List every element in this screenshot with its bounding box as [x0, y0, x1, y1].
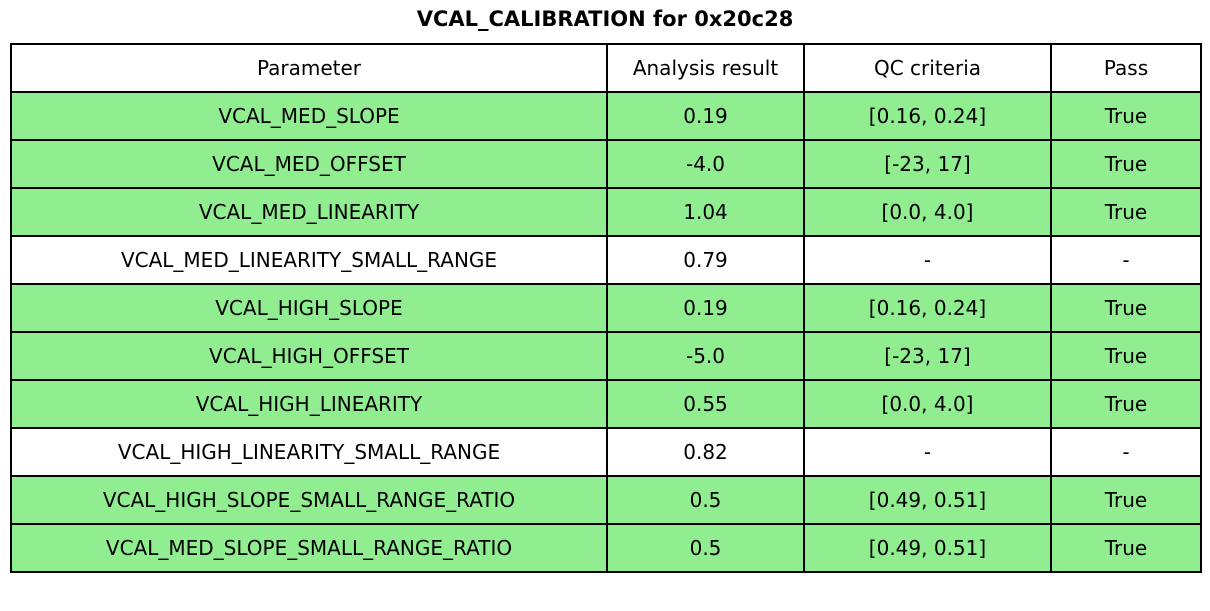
parameter-cell: VCAL_HIGH_SLOPE: [10, 283, 608, 333]
table-row: VCAL_MED_OFFSET -4.0 [-23, 17] True: [10, 139, 1202, 189]
pass-cell: -: [1050, 427, 1202, 477]
parameter-cell: VCAL_MED_SLOPE: [10, 91, 608, 141]
criteria-cell: [-23, 17]: [803, 139, 1052, 189]
pass-cell: True: [1050, 187, 1202, 237]
parameter-cell: VCAL_HIGH_LINEARITY_SMALL_RANGE: [10, 427, 608, 477]
parameter-cell: VCAL_MED_LINEARITY: [10, 187, 608, 237]
result-cell: 0.19: [606, 283, 805, 333]
pass-cell: -: [1050, 235, 1202, 285]
table-row: VCAL_HIGH_SLOPE_SMALL_RANGE_RATIO 0.5 [0.4…: [10, 475, 1202, 525]
criteria-cell: [0.49, 0.51]: [803, 475, 1052, 525]
criteria-cell: [0.0, 4.0]: [803, 187, 1052, 237]
result-cell: 0.5: [606, 523, 805, 573]
result-cell: 0.5: [606, 475, 805, 525]
parameter-cell: VCAL_HIGH_OFFSET: [10, 331, 608, 381]
parameter-cell: VCAL_HIGH_SLOPE_SMALL_RANGE_RATIO: [10, 475, 608, 525]
criteria-cell: [0.16, 0.24]: [803, 283, 1052, 333]
result-cell: 0.79: [606, 235, 805, 285]
parameter-cell: VCAL_MED_OFFSET: [10, 139, 608, 189]
table-row: VCAL_HIGH_LINEARITY 0.55 [0.0, 4.0] True: [10, 379, 1202, 429]
parameter-cell: VCAL_MED_LINEARITY_SMALL_RANGE: [10, 235, 608, 285]
criteria-cell: [0.49, 0.51]: [803, 523, 1052, 573]
criteria-cell: -: [803, 427, 1052, 477]
pass-cell: True: [1050, 91, 1202, 141]
pass-cell: True: [1050, 379, 1202, 429]
parameter-cell: VCAL_MED_SLOPE_SMALL_RANGE_RATIO: [10, 523, 608, 573]
page-title: VCAL_CALIBRATION for 0x20c28: [416, 7, 794, 31]
table-row: VCAL_MED_SLOPE_SMALL_RANGE_RATIO 0.5 [0.49…: [10, 523, 1202, 573]
criteria-cell: -: [803, 235, 1052, 285]
qc-table: Parameter Analysis result QC criteria Pa…: [10, 43, 1202, 573]
pass-cell: True: [1050, 139, 1202, 189]
result-cell: 0.82: [606, 427, 805, 477]
table-row: VCAL_HIGH_LINEARITY_SMALL_RANGE 0.82- -: [10, 427, 1202, 477]
result-cell: -4.0: [606, 139, 805, 189]
criteria-cell: [0.16, 0.24]: [803, 91, 1052, 141]
result-cell: 1.04: [606, 187, 805, 237]
pass-cell: True: [1050, 523, 1202, 573]
column-header-parameter: Parameter: [10, 43, 608, 93]
header-row: Parameter Analysis result QC criteria Pa…: [10, 43, 1202, 93]
qc-report-page: VCAL_CALIBRATION for 0x20c28 Parameter A…: [0, 7, 1210, 611]
result-cell: -5.0: [606, 331, 805, 381]
criteria-cell: [0.0, 4.0]: [803, 379, 1052, 429]
table-row: VCAL_MED_LINEARITY_SMALL_RANGE 0.79- -: [10, 235, 1202, 285]
result-cell: 0.55: [606, 379, 805, 429]
pass-cell: True: [1050, 475, 1202, 525]
qc-table-header: Parameter Analysis result QC criteria Pa…: [10, 43, 1202, 93]
parameter-cell: VCAL_HIGH_LINEARITY: [10, 379, 608, 429]
column-header-pass: Pass: [1050, 43, 1202, 93]
result-cell: 0.19: [606, 91, 805, 141]
table-row: VCAL_MED_LINEARITY 1.04 [0.0, 4.0] True: [10, 187, 1202, 237]
criteria-cell: [-23, 17]: [803, 331, 1052, 381]
qc-table-body: VCAL_MED_SLOPE 0.19 [0.16, 0.24] True VCAL_M…: [10, 91, 1202, 573]
pass-cell: True: [1050, 331, 1202, 381]
table-row: VCAL_MED_SLOPE 0.19 [0.16, 0.24] True: [10, 91, 1202, 141]
pass-cell: True: [1050, 283, 1202, 333]
column-header-qc-criteria: QC criteria: [803, 43, 1052, 93]
table-row: VCAL_HIGH_SLOPE 0.19 [0.16, 0.24] True: [10, 283, 1202, 333]
column-header-analysis-result: Analysis result: [606, 43, 805, 93]
table-row: VCAL_HIGH_OFFSET -5.0 [-23, 17] True: [10, 331, 1202, 381]
